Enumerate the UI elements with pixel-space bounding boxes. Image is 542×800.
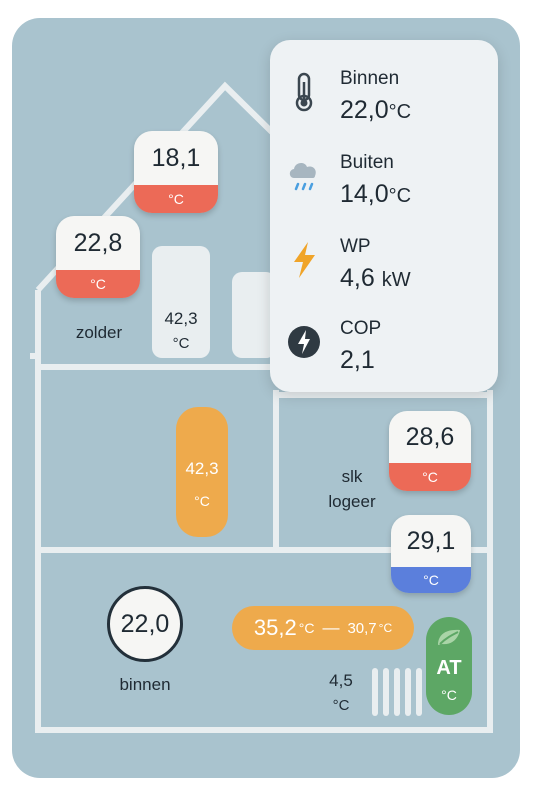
attic-top-temp-unit: °C [134,185,218,213]
stat-cop-value: 2,1 [340,346,375,374]
stat-indoor-value: 22,0 [340,96,389,124]
stat-outdoor[interactable]: Buiten 14,0°C [270,150,498,230]
stat-heatpump-value: 4,6 [340,264,375,292]
flow-separator: — [322,618,340,637]
middle-blue-temp-badge[interactable]: 29,1 °C [391,515,471,593]
leaf-icon [438,629,460,645]
stat-outdoor-label: Buiten [340,152,394,173]
indoor-temp-label: binnen [119,675,171,694]
attic-radiator-value: 42,3 [164,309,198,328]
stat-heatpump-value-wrap: 4,6 kW [340,264,411,293]
supply-temp-value: 35,2 [253,615,297,640]
stat-indoor-label: Binnen [340,68,400,89]
attic-left-temp-badge[interactable]: 22,8 °C [56,216,140,298]
outdoor-temp-unit: °C [441,687,457,703]
cop-bolt-icon [288,326,320,358]
stat-indoor[interactable]: Binnen 22,0°C [270,66,498,146]
middle-room-label: slk logeer [312,464,392,514]
stat-outdoor-value: 14,0 [340,180,389,208]
ground-radiator-temp: 4,5 °C [318,668,364,718]
ground-radiator-value: 4,5 [329,671,353,690]
radiator-icon [372,668,422,716]
ground-radiator-unit: °C [332,697,350,714]
attic-left-temp-unit: °C [56,270,140,298]
stat-heatpump[interactable]: WP 4,6 kW [270,234,498,314]
stat-cop-label: COP [340,318,382,339]
middle-blue-temp-unit: °C [391,567,471,593]
middle-room-label-line1: slk [341,467,363,486]
outdoor-temp-label: AT [436,657,462,679]
attic-radiator-unit: °C [172,335,190,352]
stat-heatpump-unit: kW [381,269,411,291]
return-temp-unit: °C [378,621,393,635]
supply-temp-unit: °C [298,620,315,636]
indoor-temp-circle[interactable]: 22,0 [107,586,183,662]
cloud-rain-icon [289,163,316,191]
middle-red-temp-unit: °C [389,463,471,491]
stat-cop[interactable]: COP 2,1 [270,316,498,396]
stat-outdoor-unit: °C [388,185,412,207]
middle-blue-temp-value: 29,1 [391,515,471,567]
middle-radiator-value: 42,3 [185,459,219,478]
stat-outdoor-value-wrap: 14,0°C [340,180,411,209]
stat-indoor-unit: °C [388,101,412,123]
lightning-icon [294,242,315,278]
middle-radiator-pill[interactable]: 42,3 °C [176,407,228,537]
middle-red-temp-badge[interactable]: 28,6 °C [389,411,471,491]
stat-indoor-value-wrap: 22,0°C [340,96,411,125]
middle-radiator-unit: °C [194,493,210,509]
attic-room-label: zolder [75,323,123,342]
flow-temp-pill[interactable]: 35,2 °C — 30,7 °C [232,606,414,650]
stat-cop-value-wrap: 2,1 [340,346,375,375]
attic-top-temp-value: 18,1 [134,131,218,185]
attic-left-temp-value: 22,8 [56,216,140,270]
outdoor-temp-pill[interactable]: AT °C [426,617,472,715]
thermometer-icon [295,72,313,112]
middle-red-temp-value: 28,6 [389,411,471,463]
attic-radiator-temp: 42,3 °C [152,306,210,356]
return-temp-value: 30,7 [347,619,377,637]
middle-room-label-line2: logeer [328,492,376,511]
attic-top-temp-badge[interactable]: 18,1 °C [134,131,218,213]
stat-heatpump-label: WP [340,236,371,257]
stats-panel: Binnen 22,0°C Buiten 14,0°C WP 4,6 kW CO… [270,40,498,392]
